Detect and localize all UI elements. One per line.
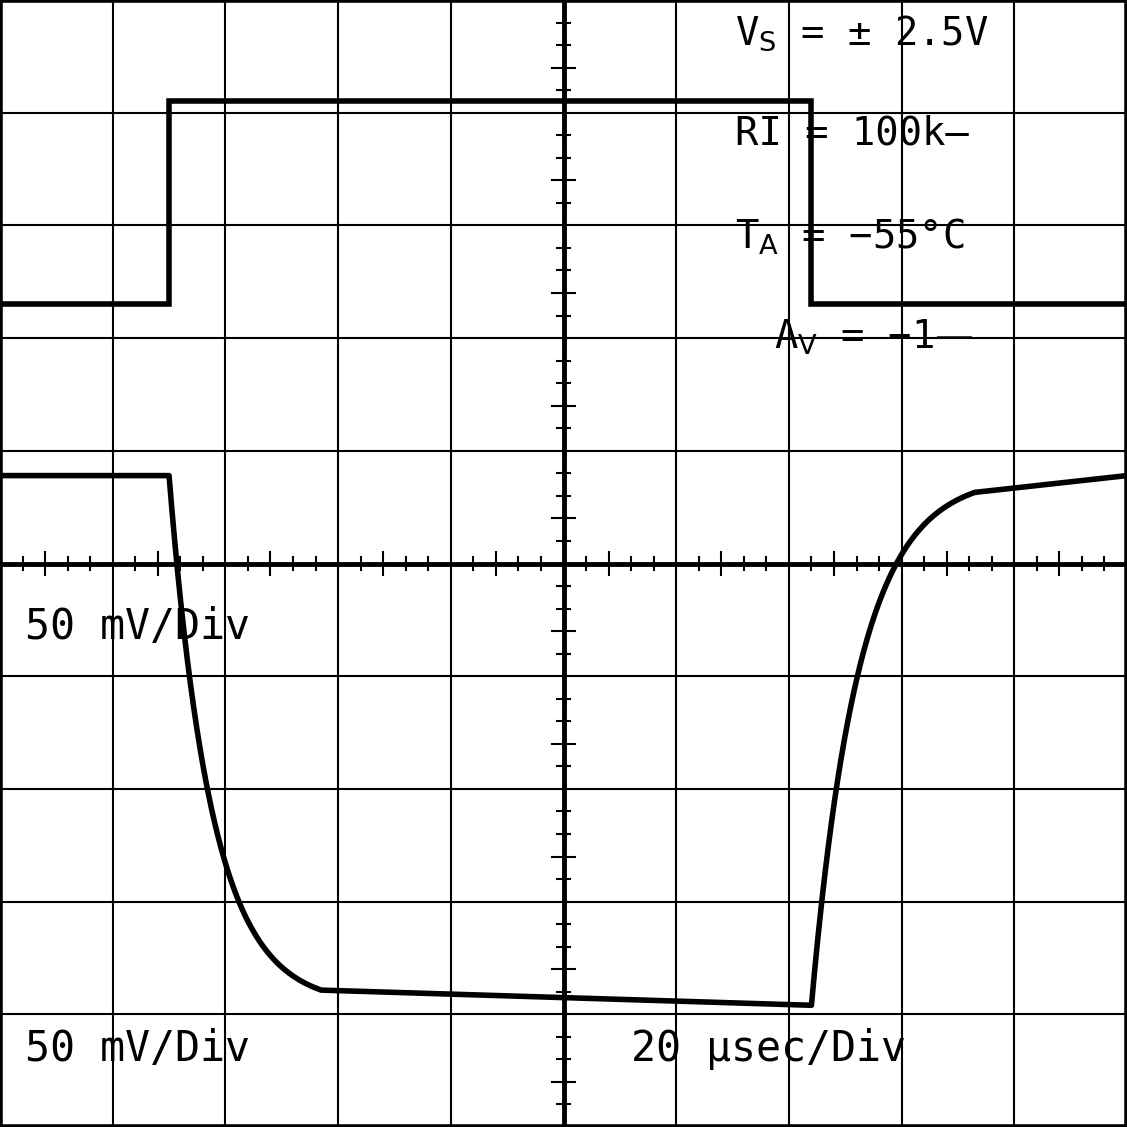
- Text: RI = 100k—: RI = 100k—: [735, 115, 968, 153]
- Text: A$_\mathsf{V}$ = −1—: A$_\mathsf{V}$ = −1—: [774, 318, 974, 357]
- Text: 50 mV/Div: 50 mV/Div: [25, 606, 250, 648]
- Text: T$_\mathsf{A}$ = −55°C: T$_\mathsf{A}$ = −55°C: [735, 216, 965, 257]
- Text: 20 μsec/Div: 20 μsec/Div: [631, 1028, 906, 1070]
- Text: V$_\mathsf{S}$ = ± 2.5V: V$_\mathsf{S}$ = ± 2.5V: [735, 14, 988, 53]
- Text: 50 mV/Div: 50 mV/Div: [25, 1028, 250, 1070]
